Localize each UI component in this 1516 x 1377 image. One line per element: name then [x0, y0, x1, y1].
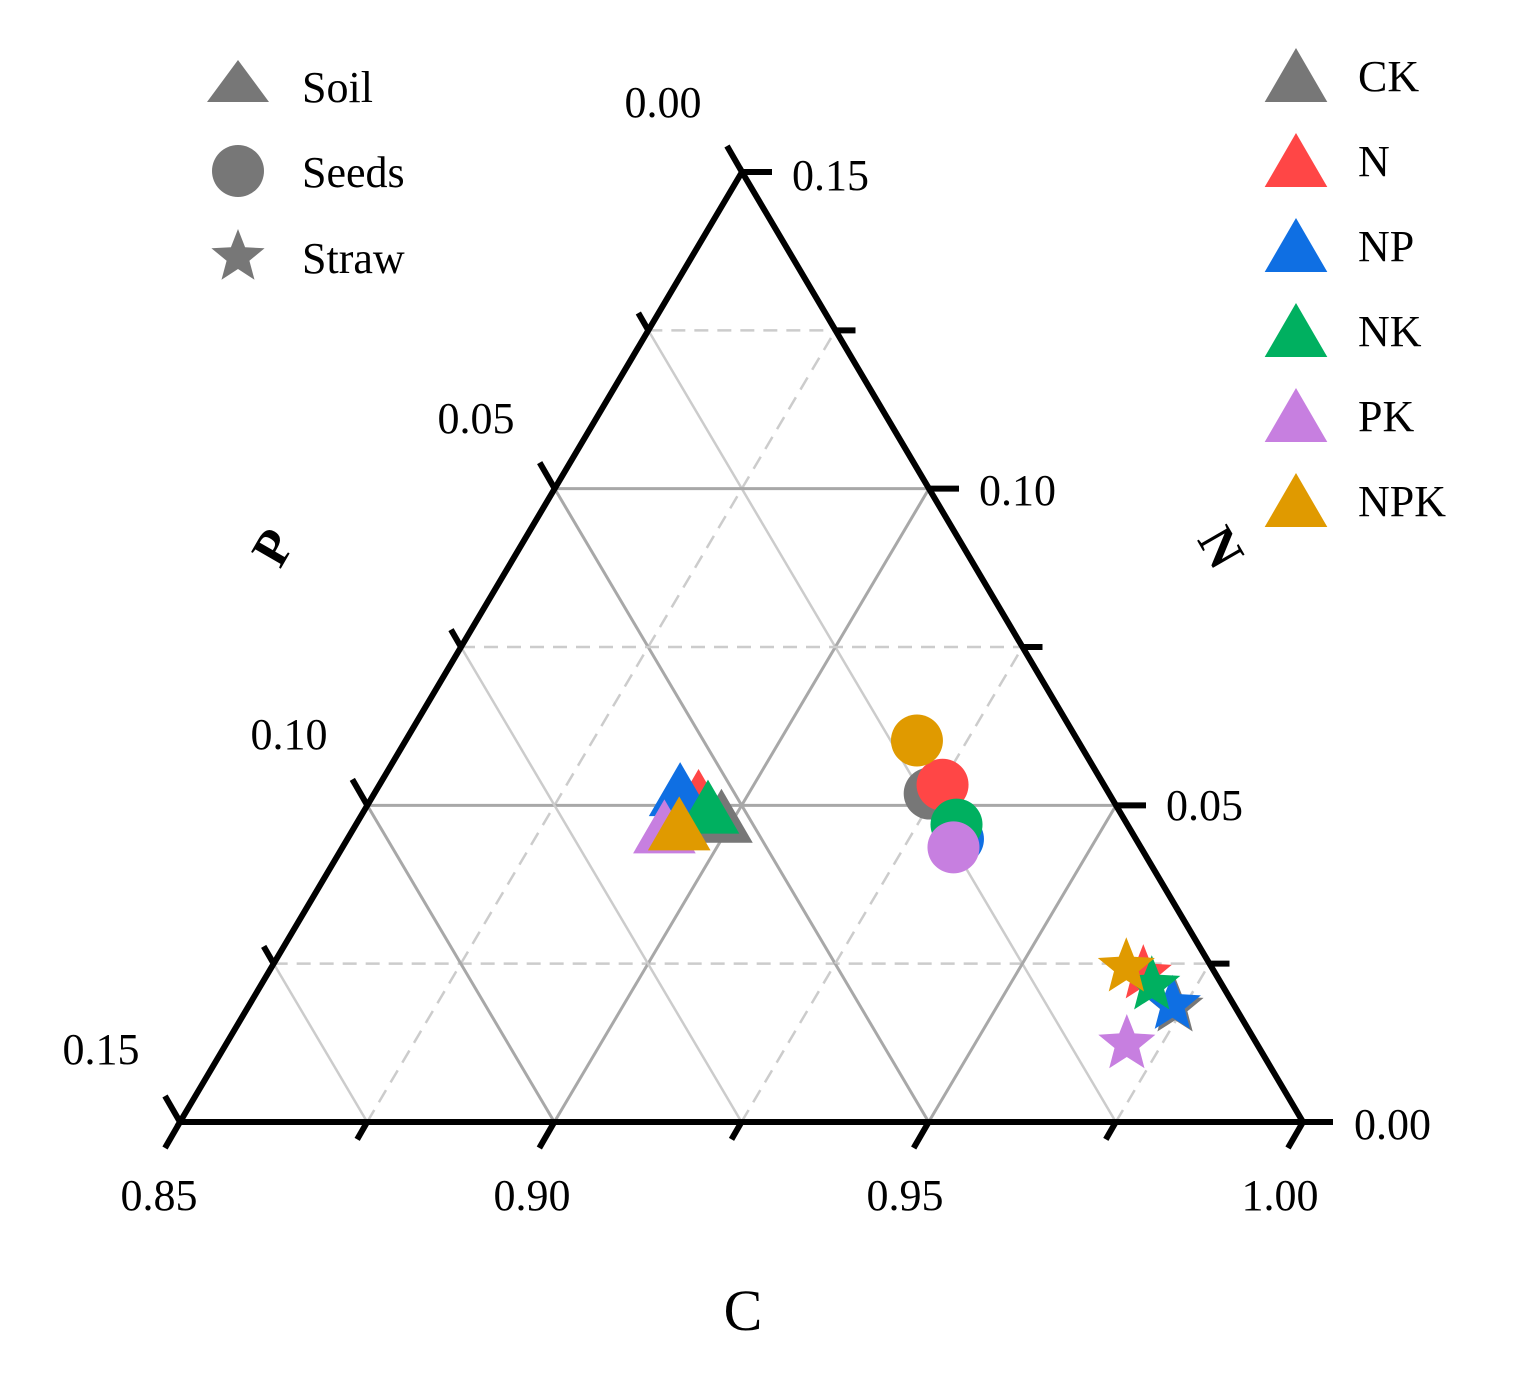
- p-axis-tick-labels: 0.00 0.05 0.10 0.15: [63, 78, 702, 1074]
- grid-line-p: [647, 329, 1117, 1123]
- c-tick: [162, 1120, 183, 1150]
- grid-lines: [272, 329, 1211, 1123]
- p-tick: [261, 944, 277, 966]
- n-axis-tick-labels: 0.00 0.05 0.10 0.15: [792, 151, 1431, 1149]
- legend-label-ck: CK: [1358, 52, 1419, 101]
- n-tick-label-1: 0.05: [1166, 781, 1243, 830]
- n-tick-label-2: 0.10: [979, 466, 1056, 515]
- legend-marker-ck: [1264, 48, 1328, 102]
- legend-marker-pk: [1264, 388, 1328, 442]
- c-axis-tick-labels: 0.85 0.90 0.95 1.00: [121, 1171, 1319, 1220]
- p-tick-label-3: 0.15: [63, 1025, 140, 1074]
- c-tick-label-3: 1.00: [1242, 1171, 1319, 1220]
- grid-line-c: [366, 329, 837, 1123]
- p-tick: [537, 461, 558, 491]
- legend-marker-np: [1264, 218, 1328, 272]
- grid-line-p: [366, 804, 556, 1123]
- grid-line-c: [1114, 963, 1211, 1123]
- legend-label-pk: PK: [1358, 392, 1414, 441]
- shape-legend: Soil Seeds Straw: [207, 60, 405, 283]
- legend-label-straw: Straw: [302, 234, 405, 283]
- c-tick: [354, 1120, 370, 1141]
- legend-marker-n: [1264, 133, 1328, 187]
- legend-triangle-marker: [207, 60, 269, 102]
- grid-line-p: [553, 487, 930, 1123]
- c-tick-label-0: 0.85: [121, 1171, 198, 1220]
- n-axis-title: N: [1186, 517, 1254, 578]
- legend-label-soil: Soil: [302, 63, 373, 112]
- c-tick: [1103, 1120, 1119, 1141]
- p-axis-title: P: [241, 520, 306, 576]
- grid-line-p: [272, 963, 369, 1123]
- grid-line-c: [927, 804, 1118, 1123]
- c-tick: [1285, 1120, 1306, 1150]
- c-tick: [728, 1120, 745, 1141]
- p-tick-label-2: 0.10: [251, 710, 328, 759]
- c-tick-label-2: 0.95: [867, 1171, 944, 1220]
- point-seeds-pk: [927, 821, 980, 874]
- point-straw-np: [1143, 974, 1201, 1029]
- grid-line-p: [459, 646, 743, 1123]
- p-tick: [162, 1094, 183, 1124]
- legend-label-seeds: Seeds: [302, 148, 405, 197]
- point-seeds-npk: [890, 714, 943, 767]
- treatment-legend: CK N NP NK PK NPK: [1264, 48, 1446, 527]
- grid-line-c: [740, 646, 1024, 1123]
- p-tick-label-1: 0.05: [438, 394, 515, 443]
- legend-star-marker: [211, 229, 265, 280]
- c-tick: [536, 1120, 557, 1150]
- legend-marker-npk: [1264, 473, 1328, 527]
- c-tick: [911, 1120, 932, 1150]
- point-soil-npk: [647, 796, 711, 851]
- point-straw-npk: [1097, 937, 1155, 992]
- legend-label-n: N: [1358, 137, 1390, 186]
- p-tick-label-0: 0.00: [625, 78, 702, 127]
- point-straw-pk: [1098, 1014, 1156, 1069]
- p-tick: [448, 628, 464, 649]
- tick-marks: [162, 144, 1333, 1150]
- c-tick-label-1: 0.90: [494, 1171, 571, 1220]
- n-tick-label-3: 0.15: [792, 151, 869, 200]
- legend-circle-marker: [212, 145, 264, 197]
- legend-marker-nk: [1264, 303, 1328, 357]
- legend-label-nk: NK: [1358, 307, 1422, 356]
- point-straw-n: [1114, 944, 1172, 999]
- legend-label-npk: NPK: [1358, 477, 1446, 526]
- point-seeds-n: [916, 758, 969, 811]
- p-tick: [635, 311, 651, 332]
- c-axis-title: C: [724, 1278, 763, 1343]
- p-tick: [349, 777, 370, 807]
- data-points: [633, 714, 1204, 1069]
- point-straw-nk: [1123, 955, 1181, 1010]
- legend-label-np: NP: [1358, 222, 1414, 271]
- n-tick-label-0: 0.00: [1354, 1100, 1431, 1149]
- p-tick: [724, 144, 745, 174]
